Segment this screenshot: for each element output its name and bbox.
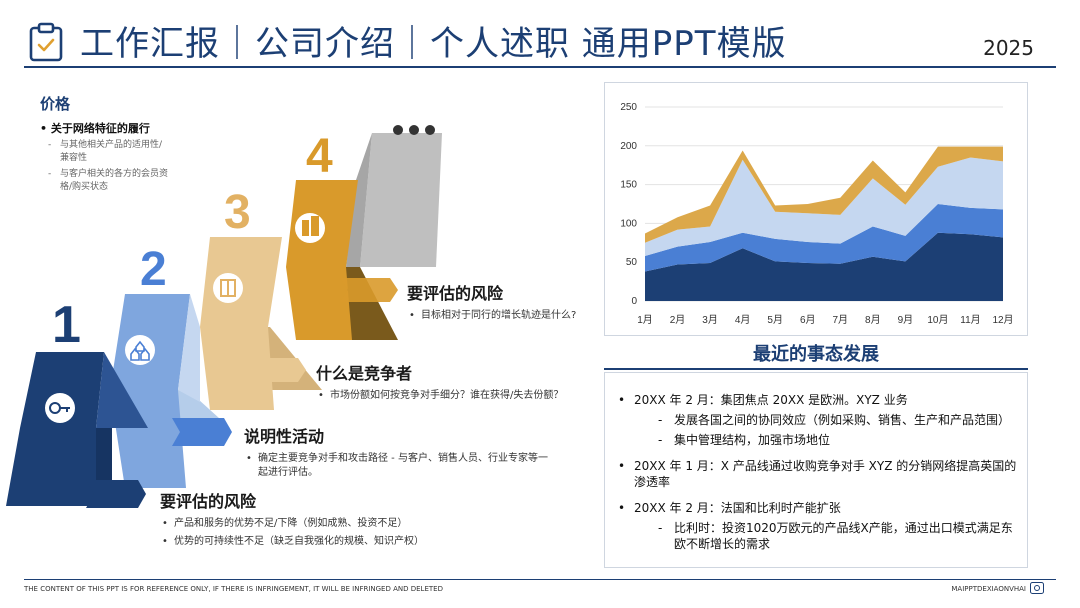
header-divider xyxy=(24,66,1056,68)
step-title: 说明性活动 xyxy=(244,427,325,446)
step-number-2: 2 xyxy=(140,243,167,296)
step-1-side xyxy=(96,352,148,428)
sub-item: 与客户相关的各方的会员资格/购买状态 xyxy=(48,168,168,194)
step-2-side xyxy=(178,294,200,402)
event-item: 20XX 年 2 月：法国和比利时产能扩张 比利时：投资1020万欧元的产品线X… xyxy=(618,500,1018,552)
step-1-arrow xyxy=(86,480,146,508)
x-tick-label: 3月 xyxy=(702,314,718,326)
sub-list: 与其他相关产品的适用性/兼容性 与客户相关的各方的会员资格/购买状态 xyxy=(48,139,168,197)
footer-disclaimer: THE CONTENT OF THIS PPT IS FOR REFERENCE… xyxy=(24,585,443,593)
step-text-2: 说明性活动 确定主要竞争对手和攻击路径 - 与客户、销售人员、行业专家等一起进行… xyxy=(244,423,556,484)
event-sub-item: 比利时：投资1020万欧元的产品线X产能，通过出口模式满足东欧不断增长的需求 xyxy=(634,520,1018,552)
stacked-area-chart: 0 50 100 150 200 250 1月 2月 3月 4月 5月 6月 7月 8月 9月 10月 11月 1… xyxy=(620,102,1013,326)
y-tick-label: 200 xyxy=(620,141,637,152)
brand-logo-icon xyxy=(1030,582,1044,594)
sub-item: 与其他相关产品的适用性/兼容性 xyxy=(48,139,168,165)
step-desc-line: 优势的可持续性不足（缺乏自我强化的规模、知识产权） xyxy=(160,535,460,549)
x-tick-label: 12月 xyxy=(992,314,1013,326)
x-tick-label: 5月 xyxy=(767,314,783,326)
step-text-3: 什么是竞争者 市场份额如何按竞争对手细分？谁在获得/失去份额？ xyxy=(316,360,586,407)
houses-icon xyxy=(130,340,150,361)
step-desc-line: 产品和服务的优势不足/下降（例如成熟、投资不足） xyxy=(160,517,460,531)
step-desc-line: 目标相对于同行的增长轨迹是什么? xyxy=(407,309,576,323)
ellipsis-dot xyxy=(425,125,435,135)
step-2-icon-circle xyxy=(125,335,155,365)
step-4-arrow xyxy=(340,278,398,302)
events-divider xyxy=(604,368,1028,370)
ellipsis-dot xyxy=(409,125,419,135)
main-bullet: • 关于网络特征的履行 xyxy=(40,122,150,135)
x-tick-label: 4月 xyxy=(735,314,751,326)
building-icon xyxy=(220,279,236,297)
section-title: 价格 xyxy=(40,95,71,113)
header-year: 2025 xyxy=(983,36,1034,60)
event-sub-item: 集中管理结构，加强市场地位 xyxy=(634,432,1018,448)
footer-brand: MAIPPTDEXIAONVHAI xyxy=(951,585,1026,593)
events-title: 最近的事态发展 xyxy=(753,344,879,365)
area-series-2 xyxy=(645,204,1003,272)
x-tick-label: 6月 xyxy=(800,314,816,326)
y-tick-label: 150 xyxy=(620,180,637,191)
step-title: 什么是竞争者 xyxy=(316,364,413,383)
step-desc: 市场份额如何按竞争对手细分？谁在获得/失去份额？ xyxy=(316,389,586,403)
step-text-4: 要评估的风险 目标相对于同行的增长轨迹是什么? xyxy=(407,280,576,327)
x-tick-label: 7月 xyxy=(832,314,848,326)
step-5-shadow xyxy=(346,133,372,267)
step-2-arrow xyxy=(172,418,232,446)
area-series-1 xyxy=(645,232,1003,301)
step-desc-line: 市场份额如何按竞争对手细分？谁在获得/失去份额？ xyxy=(316,389,586,403)
x-tick-label: 9月 xyxy=(898,314,914,326)
footer-divider xyxy=(24,579,1056,580)
step-text-1: 要评估的风险 产品和服务的优势不足/下降（例如成熟、投资不足） 优势的可持续性不… xyxy=(160,488,460,553)
key-icon xyxy=(49,402,70,414)
step-desc-line: 确定主要竞争对手和攻击路径 - 与客户、销售人员、行业专家等一起进行评估。 xyxy=(244,452,556,480)
step-5-face xyxy=(360,133,442,267)
page-title: 工作汇报｜公司介绍｜个人述职 通用PPT模版 xyxy=(80,24,787,64)
event-sub-item: 发展各国之间的协同效应（例如采购、销售、生产和产品范围） xyxy=(634,412,1018,428)
step-number-1: 1 xyxy=(52,296,81,354)
step-desc: 产品和服务的优势不足/下降（例如成熟、投资不足） 优势的可持续性不足（缺乏自我强… xyxy=(160,517,460,549)
y-tick-label: 50 xyxy=(626,257,638,268)
event-text: 20XX 年 2 月：法国和比利时产能扩张 xyxy=(634,501,841,515)
x-tick-label: 1月 xyxy=(637,314,653,326)
chart-panel: 0 50 100 150 200 250 1月 2月 3月 4月 5月 6月 7月 8月 9月 10月 11月 1… xyxy=(604,82,1028,336)
step-desc: 目标相对于同行的增长轨迹是什么? xyxy=(407,309,576,323)
events-panel xyxy=(604,372,1028,568)
step-number-3: 3 xyxy=(224,186,251,239)
step-4-icon-circle xyxy=(295,213,325,243)
y-tick-label: 100 xyxy=(620,218,637,229)
event-item: 20XX 年 2 月：集团焦点 20XX 是欧洲。XYZ 业务 发展各国之间的协… xyxy=(618,392,1018,448)
step-3-face xyxy=(200,237,282,410)
event-text: 20XX 年 1 月：X 产品线通过收购竞争对手 XYZ 的分销网络提高英国的渗… xyxy=(634,459,1017,489)
step-number-4: 4 xyxy=(306,130,333,183)
step-1-face xyxy=(6,352,104,506)
x-tick-label: 2月 xyxy=(670,314,686,326)
step-desc: 确定主要竞争对手和攻击路径 - 与客户、销售人员、行业专家等一起进行评估。 xyxy=(244,452,556,480)
office-building-icon xyxy=(302,216,319,236)
y-tick-label: 250 xyxy=(620,102,637,113)
event-item: 20XX 年 1 月：X 产品线通过收购竞争对手 XYZ 的分销网络提高英国的渗… xyxy=(618,458,1018,490)
area-series-3 xyxy=(645,157,1003,256)
step-title: 要评估的风险 xyxy=(160,492,257,511)
step-title: 要评估的风险 xyxy=(407,284,504,303)
x-tick-label: 11月 xyxy=(960,314,980,326)
x-tick-label: 8月 xyxy=(865,314,881,326)
x-tick-label: 10月 xyxy=(927,314,948,326)
event-text: 20XX 年 2 月：集团焦点 20XX 是欧洲。XYZ 业务 xyxy=(634,393,908,407)
ellipsis-dot xyxy=(393,125,403,135)
events-list: 20XX 年 2 月：集团焦点 20XX 是欧洲。XYZ 业务 发展各国之间的协… xyxy=(618,392,1018,562)
y-tick-label: 0 xyxy=(631,296,637,307)
area-series-4 xyxy=(645,146,1003,243)
clipboard-check-icon xyxy=(29,22,63,62)
staircase-graphic: 4 3 2 1 xyxy=(6,125,442,508)
step-3-arrow xyxy=(248,358,306,382)
